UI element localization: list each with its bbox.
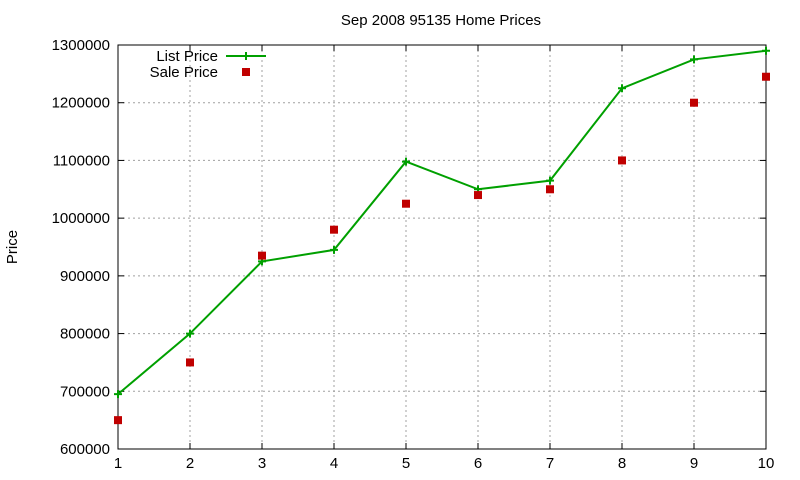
x-tick-label: 3: [258, 455, 266, 472]
data-point-sale-price: [402, 199, 410, 208]
data-point-sale-price: [258, 251, 266, 260]
x-tick-label: 10: [758, 455, 775, 472]
x-tick-label: 1: [114, 455, 122, 472]
data-point-list-price: [762, 46, 770, 55]
data-point-sale-price: [330, 225, 338, 234]
x-tick-label: 6: [474, 455, 482, 472]
y-tick-label: 1200000: [52, 95, 110, 112]
y-tick-label: 1000000: [52, 210, 110, 227]
y-tick-label: 600000: [60, 441, 110, 458]
data-point-sale-price: [690, 98, 698, 107]
data-point-list-price: [690, 55, 698, 64]
x-tick-label: 5: [402, 455, 410, 472]
data-point-sale-price: [186, 358, 194, 367]
data-point-sale-price: [546, 185, 554, 194]
legend-label-sale-price: Sale Price: [150, 64, 218, 81]
y-tick-label: 800000: [60, 326, 110, 343]
series-layer: [114, 46, 770, 425]
y-tick-label: 900000: [60, 268, 110, 285]
y-tick-label: 700000: [60, 383, 110, 400]
legend-label-list-price: List Price: [156, 48, 218, 65]
data-point-sale-price: [762, 72, 770, 81]
y-tick-label: 1300000: [52, 37, 110, 54]
data-point-sale-price: [618, 156, 626, 165]
legend: List Price Sale Price: [150, 48, 266, 81]
data-point-list-price: [546, 176, 554, 185]
legend-marker-sale-price: [242, 68, 250, 76]
chart-title: Sep 2008 95135 Home Prices: [341, 12, 541, 29]
data-point-sale-price: [474, 191, 482, 200]
axis-ticks: 1 2 3 4 5 6 7 8 9 10 600000 700000 800000 900000 10000…: [52, 37, 775, 472]
grid-lines: [118, 45, 766, 449]
series-line-list-price: [117, 49, 767, 395]
y-tick-label: 1100000: [53, 152, 110, 169]
x-tick-label: 4: [330, 455, 338, 472]
x-tick-label: 8: [618, 455, 626, 472]
x-tick-label: 9: [690, 455, 698, 472]
x-tick-label: 7: [546, 455, 554, 472]
plot-frame: [117, 44, 767, 450]
y-axis-label: Price: [4, 230, 21, 264]
x-tick-label: 2: [186, 455, 194, 472]
data-point-list-price: [402, 157, 410, 166]
data-point-sale-price: [114, 416, 122, 425]
data-point-list-price: [618, 84, 626, 93]
data-point-list-price: [330, 245, 338, 254]
legend-marker-list-price: [242, 52, 250, 60]
data-point-list-price: [186, 329, 194, 338]
data-point-list-price: [114, 390, 122, 399]
